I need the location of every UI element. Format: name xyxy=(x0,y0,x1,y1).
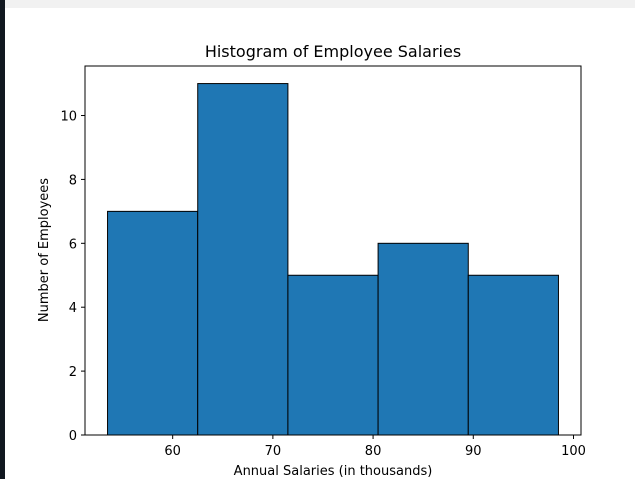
x-tick-label: 60 xyxy=(164,444,181,459)
y-tick-label: 4 xyxy=(69,301,77,316)
histogram-bar xyxy=(287,274,379,436)
y-tick-label: 6 xyxy=(69,237,77,252)
bars-group xyxy=(107,83,559,436)
window-left-edge xyxy=(0,0,5,479)
histogram-bar xyxy=(467,274,559,436)
x-tick-label: 100 xyxy=(561,444,586,459)
y-tick-label: 0 xyxy=(69,429,77,444)
x-axis-ticks: 60 70 80 90 100 xyxy=(164,435,586,459)
y-axis-label: Number of Employees xyxy=(37,178,52,322)
histogram-bar xyxy=(377,242,469,436)
chart-title: Histogram of Employee Salaries xyxy=(205,42,461,61)
histogram-bar xyxy=(107,210,199,436)
plot-frame xyxy=(84,65,582,436)
x-tick-label: 90 xyxy=(465,444,482,459)
window-top-strip xyxy=(5,0,635,8)
histogram-bar xyxy=(197,83,289,436)
x-axis-label: Annual Salaries (in thousands) xyxy=(234,464,433,479)
y-tick-label: 10 xyxy=(60,110,77,125)
y-axis-ticks: 0 2 4 6 8 10 xyxy=(60,110,85,444)
x-tick-label: 70 xyxy=(265,444,282,459)
y-tick-label: 8 xyxy=(69,173,77,188)
x-tick-label: 80 xyxy=(365,444,382,459)
y-tick-label: 2 xyxy=(69,365,77,380)
